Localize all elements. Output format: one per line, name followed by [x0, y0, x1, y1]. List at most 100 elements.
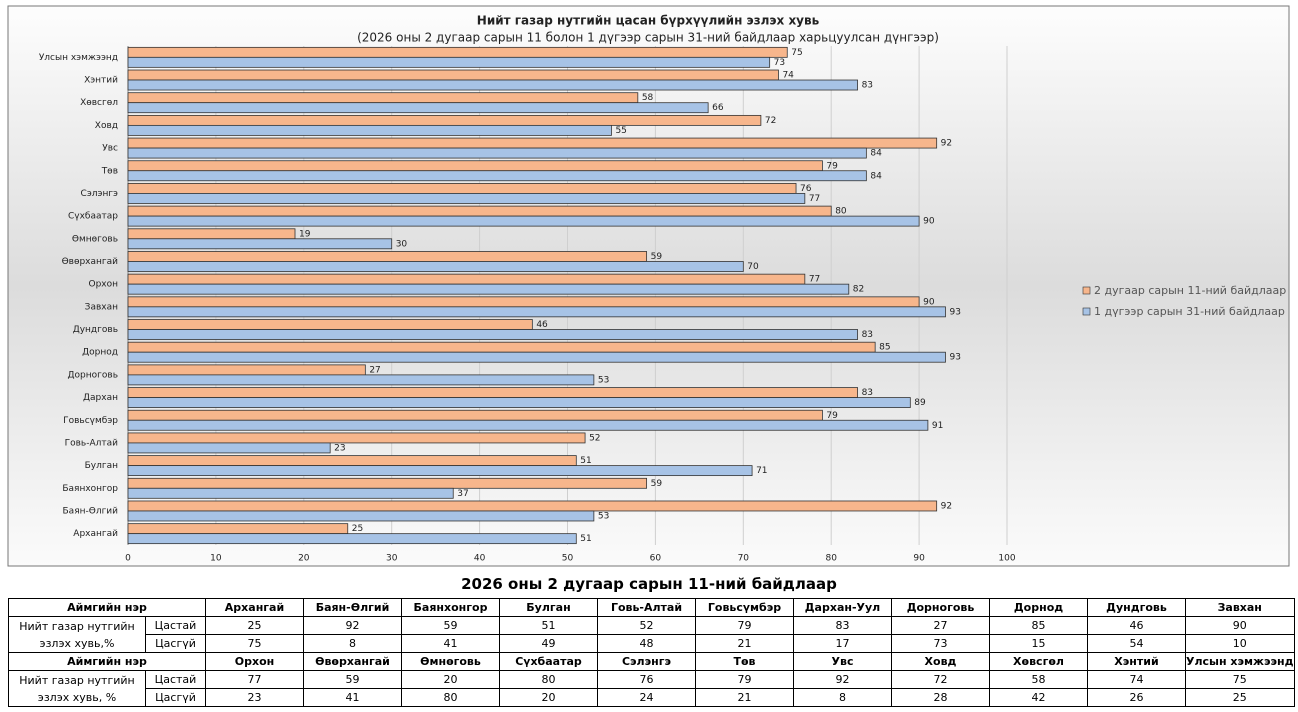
x-tick-label: 90: [913, 554, 925, 564]
bar: [127, 92, 639, 104]
bar: [127, 251, 648, 262]
x-tick-label: 40: [474, 554, 486, 564]
x-tick-label: 0: [125, 554, 131, 564]
row-name: Цастай: [145, 616, 206, 635]
bar: [127, 442, 331, 454]
table-cell: 80: [499, 670, 598, 689]
value-label: 25: [352, 524, 363, 534]
value-label: 85: [879, 343, 890, 353]
table-cell: 46: [1087, 616, 1186, 635]
value-label: 83: [862, 388, 873, 398]
x-tick-label: 100: [998, 554, 1015, 564]
table-cell: 73: [891, 634, 990, 653]
table-cell: 75: [205, 634, 304, 653]
bar: [127, 364, 366, 376]
row-label: Нийт газар нутгийн эзлэх хувь,%: [8, 616, 146, 653]
table-cell: 25: [1185, 688, 1295, 707]
table-cell: 24: [597, 688, 696, 707]
header-label: Аймгийн нэр: [8, 598, 206, 617]
bar: [127, 419, 929, 431]
value-label: 73: [774, 58, 785, 68]
table-cell: 17: [793, 634, 892, 653]
bar: [127, 341, 876, 353]
legend-swatch: [1082, 307, 1091, 316]
bar: [127, 273, 806, 285]
bar: [127, 79, 858, 91]
column-header: Сүхбаатар: [499, 652, 598, 671]
y-tick-label: Улсын хэмжээнд: [39, 53, 118, 63]
bar: [127, 432, 586, 444]
bar: [127, 374, 595, 386]
table-cell: 80: [401, 688, 500, 707]
bar: [127, 215, 920, 227]
column-header: Говь-Алтай: [597, 598, 696, 617]
y-tick-label: Өвөрхангай: [62, 257, 119, 267]
bar: [127, 170, 867, 182]
bar: [127, 500, 938, 512]
bar: [127, 397, 911, 408]
chart: Нийт газар нутгийн цасан бүрхүүлийн эзлэ…: [7, 5, 1290, 567]
y-tick-label: Орхон: [88, 280, 118, 290]
table-cell: 85: [989, 616, 1088, 635]
table-cell: 83: [793, 616, 892, 635]
y-tick-label: Өмнөговь: [72, 234, 118, 244]
column-header: Говьсүмбэр: [695, 598, 794, 617]
value-label: 90: [923, 297, 935, 307]
column-header: Завхан: [1185, 598, 1295, 617]
bar: [127, 228, 296, 240]
bar: [127, 205, 832, 217]
column-header: Дархан-Уул: [793, 598, 892, 617]
table-cell: 48: [597, 634, 696, 653]
y-tick-label: Дорноговь: [68, 370, 118, 380]
column-header: Баянхонгор: [401, 598, 500, 617]
bar: [127, 238, 393, 250]
bar: [127, 137, 938, 149]
y-tick-label: Дорнод: [82, 348, 118, 358]
column-header: Дорноговь: [891, 598, 990, 617]
value-label: 93: [949, 307, 960, 317]
value-label: 58: [642, 93, 654, 103]
bar: [127, 183, 797, 194]
value-label: 84: [870, 171, 882, 181]
row-name: Цасгүй: [145, 688, 206, 707]
y-tick-label: Сэлэнгэ: [81, 189, 119, 199]
value-label: 27: [369, 365, 380, 375]
table-cell: 76: [597, 670, 696, 689]
table-cell: 51: [499, 616, 598, 635]
x-tick-label: 60: [650, 554, 662, 564]
bar: [127, 306, 946, 318]
table-cell: 79: [695, 670, 794, 689]
bar: [127, 147, 867, 159]
data-table: Аймгийн нэр Архангай Баян-Өлгий Баянхонгор Б…: [8, 598, 1295, 707]
bar: [127, 193, 806, 204]
column-header: Төв: [695, 652, 794, 671]
table-cell: 59: [401, 616, 500, 635]
column-header: Архангай: [205, 598, 304, 617]
column-header: Хэнтий: [1087, 652, 1186, 671]
bar: [127, 296, 920, 308]
bar: [127, 387, 858, 398]
bar: [127, 465, 753, 477]
value-label: 59: [651, 252, 663, 262]
row-name: Цасгүй: [145, 634, 206, 653]
table-cell: 54: [1087, 634, 1186, 653]
table-cell: 10: [1185, 634, 1295, 653]
column-header: Дорнод: [989, 598, 1088, 617]
legend-label: 1 дүгээр сарын 31-ний байдлаар: [1094, 305, 1285, 318]
x-tick-label: 80: [825, 554, 837, 564]
value-label: 89: [914, 398, 926, 408]
value-label: 92: [941, 139, 952, 149]
value-label: 55: [615, 126, 626, 136]
header-label: Аймгийн нэр: [8, 652, 206, 671]
column-header: Улсын хэмжээнд: [1185, 652, 1295, 671]
table-cell: 52: [597, 616, 696, 635]
column-header: Орхон: [205, 652, 304, 671]
x-tick-label: 20: [298, 554, 310, 564]
value-label: 30: [396, 239, 408, 249]
bar: [127, 533, 577, 545]
bar: [127, 160, 823, 172]
row-label: Нийт газар нутгийн эзлэх хувь, %: [8, 670, 146, 707]
column-header: Булган: [499, 598, 598, 617]
y-tick-label: Сүхбаатар: [68, 212, 118, 222]
